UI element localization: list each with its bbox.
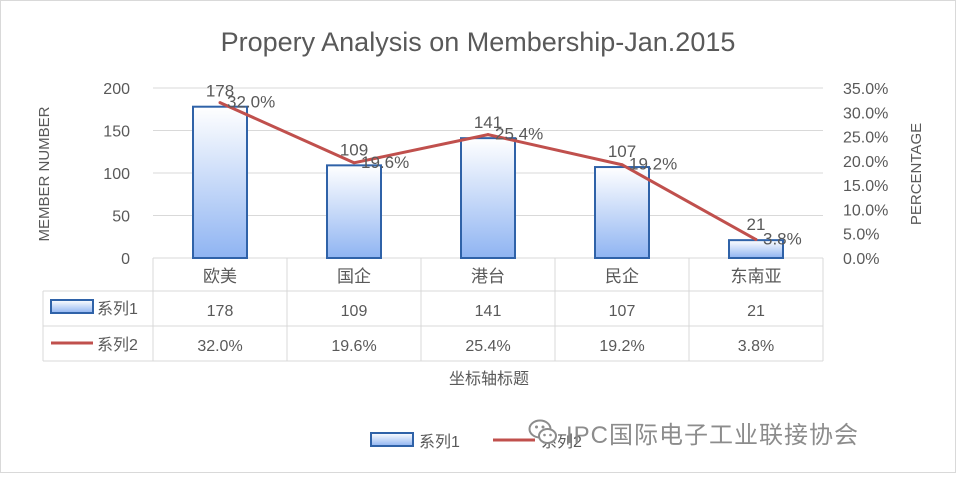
category-label: 民企 (605, 267, 639, 286)
table-cell: 107 (609, 303, 636, 320)
y-axis-ticks: 0 50 100 150 200 (103, 81, 130, 268)
category-label: 港台 (471, 267, 505, 286)
x-axis-title: 坐标轴标题 (449, 370, 529, 388)
y2-tick-label: 35.0% (843, 81, 888, 98)
category-label: 国企 (337, 267, 371, 286)
table-key-bar (50, 299, 94, 314)
line-point (218, 101, 222, 105)
bar-series (192, 105, 784, 260)
y2-tick-label: 5.0% (843, 227, 879, 244)
y-tick-label: 0 (121, 251, 130, 268)
bar (460, 137, 516, 259)
table-row-header: 系列2 (97, 336, 138, 354)
line-data-label: 32.0% (227, 93, 275, 112)
y-axis-title: MEMBER NUMBER (36, 106, 53, 241)
bar-data-label: 107 (608, 142, 636, 161)
y-tick-label: 100 (103, 166, 130, 183)
bar (594, 166, 650, 259)
bar-data-label: 178 (206, 82, 234, 101)
table-cell: 141 (475, 303, 502, 320)
y2-axis-title: PERCENTAGE (908, 123, 925, 225)
table-cell: 25.4% (465, 338, 510, 355)
y2-tick-label: 15.0% (843, 178, 888, 195)
line-point (754, 238, 758, 242)
bar (192, 105, 248, 259)
category-label: 东南亚 (731, 267, 782, 286)
line-data-label: 25.4% (495, 125, 543, 144)
table-cell: 21 (747, 303, 765, 320)
table-cell: 178 (207, 303, 234, 320)
bar-data-label: 21 (747, 215, 766, 234)
bar-data-label: 109 (340, 140, 368, 159)
data-labels: 178 109 141 107 21 32.0% 19.6% 25.4% 19.2% 3.8% (206, 82, 802, 249)
legend: 系列1 系列2 (370, 432, 582, 451)
table-cell: 19.2% (599, 338, 644, 355)
table-row-header: 系列1 (97, 300, 138, 318)
table-cell: 109 (341, 303, 368, 320)
category-label: 欧美 (203, 267, 237, 286)
y2-tick-label: 0.0% (843, 251, 879, 268)
line-point (620, 163, 624, 167)
bar (326, 164, 382, 260)
y-tick-label: 50 (112, 209, 130, 226)
y2-tick-label: 10.0% (843, 202, 888, 219)
y-tick-label: 150 (103, 124, 130, 141)
line-data-label: 19.6% (361, 153, 409, 172)
wechat-icon (528, 419, 557, 444)
legend-key-bar (370, 432, 414, 447)
line-point (352, 161, 356, 165)
y2-axis-ticks: 0.0% 5.0% 10.0% 15.0% 20.0% 25.0% 30.0% 35.0% (843, 81, 888, 268)
watermark: IPC国际电子工业联接协会 (528, 412, 948, 452)
y2-tick-label: 25.0% (843, 130, 888, 147)
legend-label: 系列1 (419, 433, 460, 451)
table-cell: 3.8% (738, 338, 774, 355)
watermark-text: IPC国际电子工业联接协会 (566, 421, 860, 449)
line-point (486, 133, 490, 137)
y2-tick-label: 30.0% (843, 105, 888, 122)
line-data-label: 3.8% (763, 230, 802, 249)
table-cell: 19.6% (331, 338, 376, 355)
chart-title: Propery Analysis on Membership-Jan.2015 (221, 27, 736, 57)
line-data-label: 19.2% (629, 155, 677, 174)
table-cell: 32.0% (197, 338, 242, 355)
line-series (218, 101, 758, 242)
y-tick-label: 200 (103, 81, 130, 98)
y2-tick-label: 20.0% (843, 154, 888, 171)
bar-data-label: 141 (474, 113, 502, 132)
